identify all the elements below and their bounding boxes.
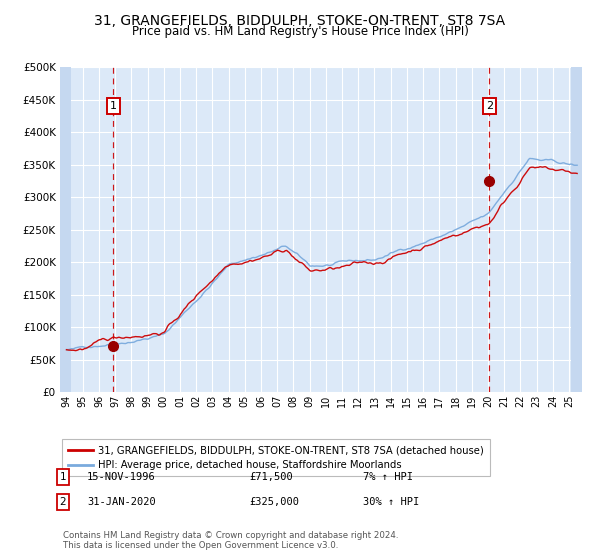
Text: 31, GRANGEFIELDS, BIDDULPH, STOKE-ON-TRENT, ST8 7SA: 31, GRANGEFIELDS, BIDDULPH, STOKE-ON-TRE… xyxy=(94,14,506,28)
Text: Price paid vs. HM Land Registry's House Price Index (HPI): Price paid vs. HM Land Registry's House … xyxy=(131,25,469,38)
Text: 1: 1 xyxy=(110,101,116,111)
Text: Contains HM Land Registry data © Crown copyright and database right 2024.
This d: Contains HM Land Registry data © Crown c… xyxy=(63,531,398,550)
Text: £71,500: £71,500 xyxy=(249,472,293,482)
Bar xyxy=(571,67,582,392)
Text: 2: 2 xyxy=(486,101,493,111)
Text: 2: 2 xyxy=(59,497,67,507)
Text: 15-NOV-1996: 15-NOV-1996 xyxy=(87,472,156,482)
Text: 30% ↑ HPI: 30% ↑ HPI xyxy=(363,497,419,507)
Text: 31-JAN-2020: 31-JAN-2020 xyxy=(87,497,156,507)
Text: £325,000: £325,000 xyxy=(249,497,299,507)
Bar xyxy=(60,67,71,392)
Text: 1: 1 xyxy=(59,472,67,482)
Text: 7% ↑ HPI: 7% ↑ HPI xyxy=(363,472,413,482)
Legend: 31, GRANGEFIELDS, BIDDULPH, STOKE-ON-TRENT, ST8 7SA (detached house), HPI: Avera: 31, GRANGEFIELDS, BIDDULPH, STOKE-ON-TRE… xyxy=(62,439,490,476)
